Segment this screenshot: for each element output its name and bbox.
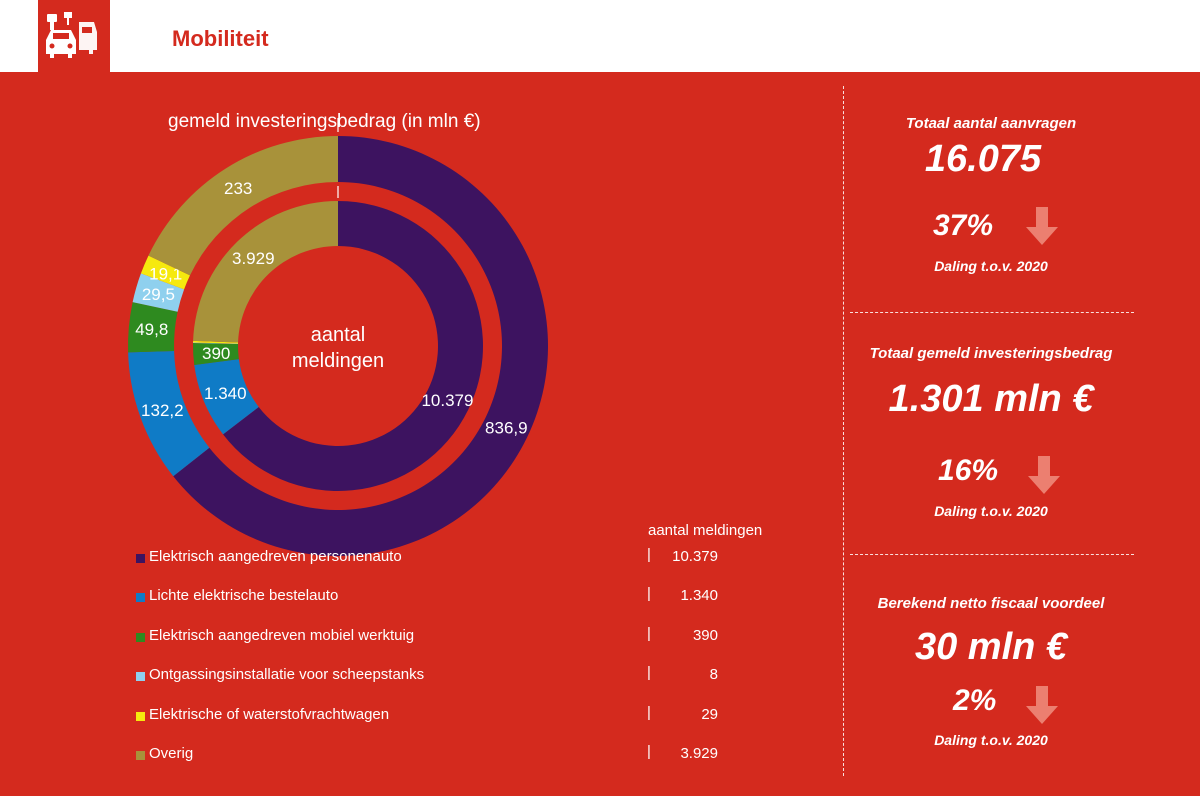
inner-ring-segment	[193, 340, 239, 344]
outer-ring-data-label: 19,1	[149, 264, 182, 283]
legend-separator: |	[647, 585, 651, 603]
stat-percentage: 37%	[933, 209, 994, 242]
stat-label: Totaal gemeld investeringsbedrag	[869, 345, 1113, 362]
chart-title: gemeld investeringsbedrag (in mln €)	[168, 111, 481, 132]
legend-separator: |	[647, 664, 651, 682]
arrow-down-icon	[1026, 207, 1058, 245]
legend-label: Overig	[149, 744, 194, 762]
legend-value-header: aantal meldingen	[648, 522, 763, 539]
legend-separator: |	[647, 703, 651, 721]
legend-value: 10.379	[672, 548, 718, 565]
legend-label: Elektrisch aangedreven mobiel werktuig	[149, 626, 415, 644]
legend-swatch	[136, 750, 145, 760]
inner-ring-data-label: 390	[202, 344, 230, 363]
legend-label: Lichte elektrische bestelauto	[149, 587, 339, 605]
outer-ring-data-label: 836,9	[485, 418, 528, 437]
inner-ring-data-label: 10.379	[421, 391, 473, 410]
legend-swatch	[136, 672, 145, 682]
inner-ring-data-label: 1.340	[204, 384, 247, 403]
outer-ring-segment	[140, 255, 190, 290]
legend-value: 8	[709, 666, 718, 684]
stat-card-fiscal-benefit: Berekend netto fiscaal voordeel 30 mln €…	[846, 580, 1136, 780]
arrow-down-icon	[1026, 686, 1058, 724]
legend-item: Lichte elektrische bestelauto | 1.340	[136, 585, 736, 624]
stat-percentage: 16%	[938, 454, 999, 487]
stat-label: Totaal aantal aanvragen	[905, 115, 1077, 132]
inner-ring-data-label: 3.929	[232, 249, 275, 268]
stat-comparison: Daling t.o.v. 2020	[934, 503, 1048, 519]
legend-label: Elektrische of waterstofvrachtwagen	[149, 705, 390, 723]
vehicles-charging-icon	[38, 0, 110, 72]
header-bar: Mobiliteit	[0, 0, 1200, 72]
inner-ring-segment	[193, 201, 338, 343]
legend-separator: |	[647, 624, 651, 642]
outer-ring-data-label: 233	[224, 179, 252, 198]
stat-value: 30 mln €	[914, 626, 1068, 668]
stat-card-requests: Totaal aantal aanvragen 16.075 37% Dalin…	[846, 100, 1136, 300]
legend-item: Ontgassingsinstallatie voor scheepstanks…	[136, 664, 736, 703]
inner-ring-segment	[194, 359, 259, 435]
stat-percentage: 2%	[953, 684, 997, 717]
inner-ring-segment	[193, 343, 239, 366]
legend-item: Elektrische of waterstofvrachtwagen | 29	[136, 704, 736, 743]
legend-value: 390	[692, 626, 718, 644]
panel-bottom-edge	[0, 796, 1200, 800]
outer-ring-data-label: 29,5	[142, 285, 175, 304]
inner-ring-segment	[193, 342, 239, 344]
legend-value: 29	[701, 705, 718, 723]
outer-ring-segment	[148, 136, 338, 276]
stat-value: 1.301 mln €	[888, 378, 1094, 420]
legend-swatch	[136, 554, 145, 563]
inner-ring-segment	[223, 201, 484, 492]
stat-card-investment: Totaal gemeld investeringsbedrag 1.301 m…	[846, 330, 1136, 540]
horizontal-divider	[850, 312, 1134, 313]
legend-item: Elektrisch aangedreven mobiel werktuig | 3…	[136, 625, 736, 664]
vertical-divider	[843, 86, 844, 776]
donut-center-label: aantal meldingen	[291, 324, 385, 372]
legend-separator: |	[647, 546, 651, 563]
donut-chart: 10.379 1.340 390 3.929 836,9 132,2 49,8 29,5 19,…	[127, 118, 549, 556]
stat-comparison: Daling t.o.v. 2020	[934, 732, 1048, 748]
legend-swatch	[136, 711, 145, 721]
legend-swatch	[136, 632, 145, 642]
outer-ring-data-label: 49,8	[135, 320, 168, 339]
outer-ring-segment	[132, 273, 185, 312]
page-title: Mobiliteit	[172, 26, 269, 51]
legend-swatch	[136, 593, 145, 603]
outer-ring-segment	[127, 302, 178, 353]
legend-value: 3.929	[680, 744, 718, 762]
arrow-down-icon	[1028, 456, 1060, 494]
legend-label: Ontgassingsinstallatie voor scheepstanks	[149, 666, 425, 684]
legend-label: Elektrisch aangedreven personenauto	[149, 548, 402, 565]
horizontal-divider	[850, 554, 1134, 555]
legend-value: 1.340	[680, 587, 718, 605]
stat-value: 16.075	[924, 138, 1042, 180]
outer-ring-segment	[128, 350, 210, 477]
legend-item: Elektrisch aangedreven personenauto | 10.3…	[136, 546, 736, 585]
outer-ring-data-label: 132,2	[141, 401, 184, 420]
stat-comparison: Daling t.o.v. 2020	[934, 258, 1048, 274]
legend-separator: |	[647, 742, 651, 760]
legend-item: Overig | 3.929	[136, 743, 736, 782]
stat-label: Berekend netto fiscaal voordeel	[877, 595, 1105, 612]
chart-legend: Elektrisch aangedreven personenauto | 10.3…	[136, 546, 736, 782]
